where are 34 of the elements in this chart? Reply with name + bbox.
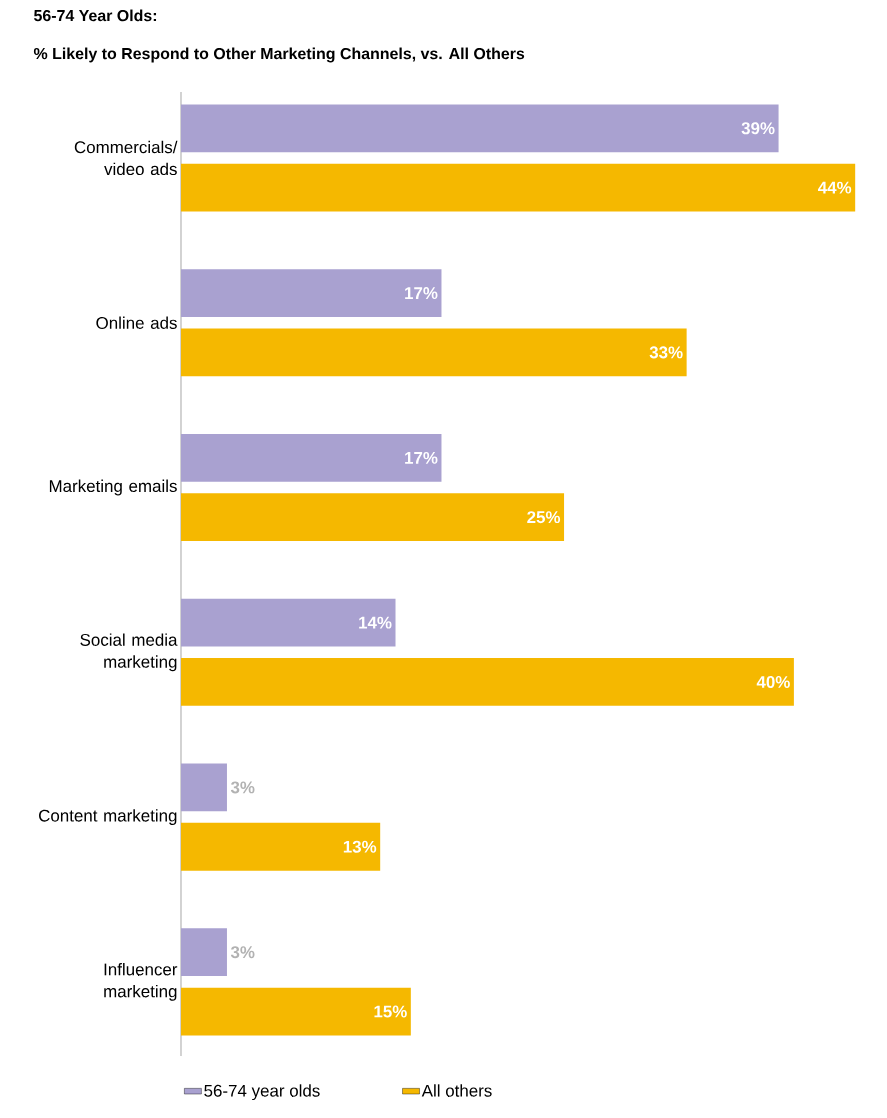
data-label: 44%: [818, 181, 852, 194]
y-tick-label: Commercials/ video ads: [74, 140, 178, 176]
y-tick-label: Social media marketing: [80, 633, 178, 672]
legend-label: All others: [421, 1084, 492, 1097]
data-label: 14%: [359, 616, 392, 629]
bar: [181, 928, 227, 977]
chart-title: 56-74 Year Olds:: [34, 9, 157, 22]
data-label: 13%: [343, 840, 377, 853]
bar: [181, 104, 779, 153]
data-label: 25%: [527, 511, 561, 524]
data-label: 39%: [741, 122, 775, 135]
data-label: 17%: [405, 287, 438, 300]
bar: [181, 328, 687, 377]
bar: [181, 822, 381, 871]
bar: [181, 493, 565, 542]
bar: [181, 658, 794, 706]
y-tick-label: Online ads: [96, 316, 177, 329]
bar: [181, 763, 227, 812]
y-tick-label: Content marketing: [39, 809, 177, 825]
chart-subtitle: % Likely to Respond to Other Marketing Channels, vs. All Others: [33, 47, 525, 63]
bar: [181, 163, 856, 212]
bar: [181, 987, 411, 1036]
bar: [181, 433, 442, 482]
bar: [181, 269, 442, 317]
data-label: 3%: [230, 946, 255, 959]
data-label: 3%: [230, 781, 255, 794]
y-tick-label: Marketing emails: [49, 479, 177, 496]
data-label: 40%: [756, 675, 790, 688]
data-label: 17%: [405, 451, 438, 464]
data-label: 15%: [374, 1005, 407, 1018]
legend-label: 56-74 year olds: [204, 1084, 320, 1101]
y-tick-label: Influencer marketing: [104, 963, 178, 1001]
data-label: 33%: [649, 346, 683, 359]
bar: [181, 598, 396, 647]
